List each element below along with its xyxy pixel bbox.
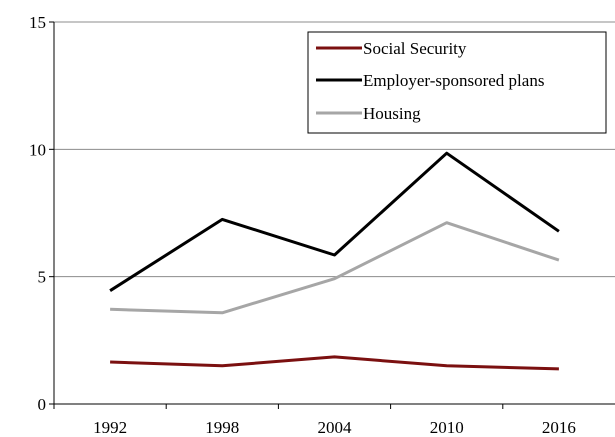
x-tick-label: 1998 bbox=[205, 418, 239, 437]
gridlines bbox=[54, 21, 615, 278]
series-line-housing bbox=[110, 221, 560, 315]
axes: 0 5 10 15 1992 1998 2004 2010 2016 bbox=[29, 13, 615, 437]
y-tick-label: 5 bbox=[38, 268, 47, 287]
legend-label: Employer-sponsored plans bbox=[363, 71, 544, 90]
x-tick-label: 2010 bbox=[430, 418, 464, 437]
y-tick-label: 15 bbox=[29, 13, 46, 32]
series-lines bbox=[109, 151, 560, 371]
series-line-employer-sponsored-plans bbox=[109, 151, 560, 292]
legend-label: Social Security bbox=[363, 39, 467, 58]
x-tick-label: 2016 bbox=[542, 418, 576, 437]
x-tick-label: 2004 bbox=[318, 418, 353, 437]
legend-label: Housing bbox=[363, 104, 421, 123]
series-line-social-security bbox=[110, 355, 559, 371]
legend: Social Security Employer-sponsored plans H… bbox=[307, 31, 607, 134]
y-tick-label: 10 bbox=[29, 140, 46, 159]
x-tick-label: 1992 bbox=[93, 418, 127, 437]
y-tick-label: 0 bbox=[38, 395, 47, 414]
